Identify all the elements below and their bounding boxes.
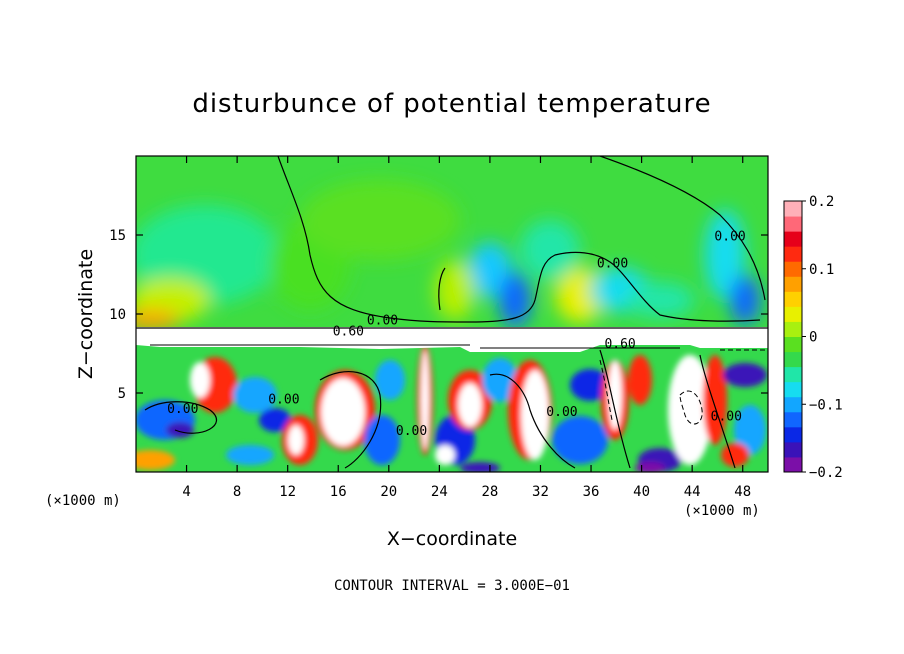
x-tick-label: 8 [233,484,241,500]
contour-label: 0.00 [714,230,745,245]
x-tick-label: 48 [734,484,751,500]
contour-label: 0.00 [167,402,198,417]
colorbar-swatch [784,426,802,443]
colorbar-swatch [784,276,802,292]
x-unit-right: (×1000 m) [684,503,760,519]
y-axis-ticks: 5 10 15 [109,228,768,402]
colorbar-tick-label: −0.1 [809,397,843,413]
colorbar-tick-label: −0.2 [809,465,843,481]
y-axis-label: Z−coordinate [75,249,97,379]
x-tick-label: 32 [532,484,549,500]
y-tick-label: 15 [109,228,126,244]
colorbar-swatch [784,441,802,458]
colorbar-swatch [784,411,802,428]
y-tick-label: 10 [109,307,126,323]
colorbar-swatch [784,366,802,383]
contour-label: 0.00 [367,313,398,328]
colorbar-swatch [784,231,802,247]
colorbar-tick-label: 0.1 [809,262,834,278]
plot-area [136,156,768,472]
x-tick-label: 28 [481,484,498,500]
x-tick-label: 20 [380,484,397,500]
lower-layer-anomalies [136,345,767,472]
x-tick-label: 24 [431,484,448,500]
chart-title: disturbunce of potential temperature [192,89,711,119]
x-tick-label: 16 [330,484,347,500]
x-unit-left: (×1000 m) [45,493,121,509]
contour-label: 0.60 [333,324,364,339]
contour-label: 0.00 [396,424,427,439]
contour-interval-note: CONTOUR INTERVAL = 3.000E−01 [334,578,570,594]
x-axis-label: X−coordinate [387,528,517,550]
colorbar-swatch [784,381,802,398]
contour-label: 0.00 [711,410,742,425]
colorbar-tick-label: 0.2 [809,194,834,210]
colorbar-swatch [784,291,802,307]
inversion-band [136,327,768,352]
contour-label: 0.00 [597,256,628,271]
y-tick-label: 5 [118,386,126,402]
x-tick-label: 40 [633,484,650,500]
colorbar-swatch [784,261,802,277]
colorbar-swatch [784,456,802,473]
x-tick-label: 4 [182,484,190,500]
x-tick-label: 12 [279,484,296,500]
colorbar-ticks: 0.2 0.1 0 −0.1 −0.2 [802,194,843,481]
colorbar-swatch [784,336,802,353]
upper-layer-anomalies [136,180,760,330]
negative-contours [599,349,768,425]
contour-label: 0.00 [546,405,577,420]
colorbar-swatch [784,351,802,368]
contour-label: 0.00 [268,392,299,407]
colorbar-swatch [784,216,802,232]
colorbar-swatch [784,306,802,322]
colorbar [784,201,802,473]
x-tick-label: 36 [583,484,600,500]
x-tick-label: 44 [684,484,701,500]
x-axis-ticks: 4 8 12 16 20 24 28 32 36 40 44 48 [182,156,751,500]
colorbar-swatch [784,396,802,413]
colorbar-swatch [784,201,802,217]
contour-labels: 0.000.600.000.000.600.000.000.000.00 0.00 [167,230,746,439]
contour-lines [144,156,766,469]
colorbar-tick-label: 0 [809,330,817,346]
contour-label: 0.60 [604,337,635,352]
colorbar-swatch [784,246,802,262]
colorbar-swatch [784,321,802,337]
